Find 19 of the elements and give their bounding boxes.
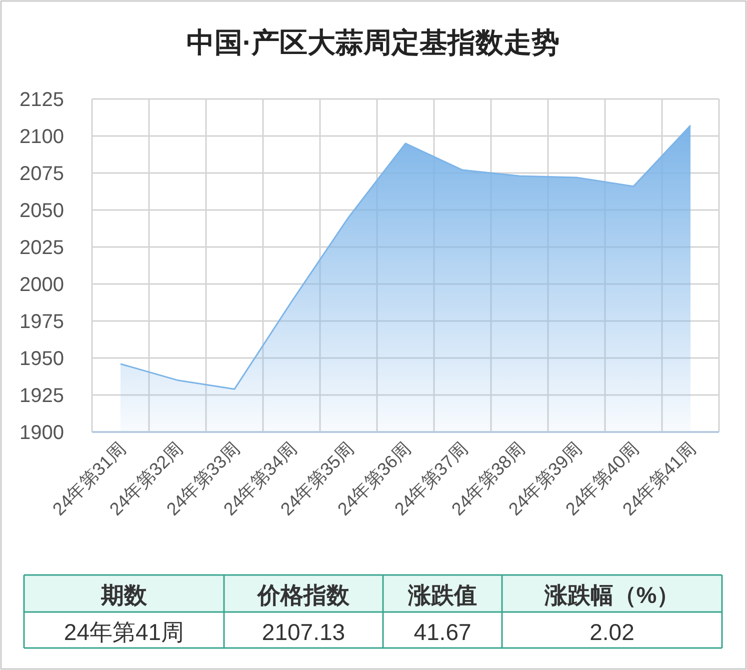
y-tick-label: 1900 bbox=[20, 422, 64, 444]
y-tick-label: 2050 bbox=[20, 200, 64, 222]
y-tick-label: 2000 bbox=[20, 274, 64, 296]
y-tick-label: 1975 bbox=[20, 311, 64, 333]
y-tick-label: 2025 bbox=[20, 237, 64, 259]
y-tick-label: 2075 bbox=[20, 163, 64, 185]
text: 价格指数 bbox=[256, 582, 350, 608]
chart-title: 中国·产区大蒜周定基指数走势 bbox=[186, 27, 560, 58]
text: 2107.13 bbox=[262, 619, 346, 645]
text: 涨跌幅（%） bbox=[543, 582, 680, 608]
text: 24年第41周 bbox=[64, 619, 184, 645]
text: 2.02 bbox=[590, 619, 634, 645]
y-tick-label: 2100 bbox=[20, 126, 64, 148]
y-tick-label: 1925 bbox=[20, 385, 64, 407]
text: 期数 bbox=[100, 582, 148, 608]
text: 涨跌值 bbox=[407, 582, 477, 608]
y-tick-label: 1950 bbox=[20, 348, 64, 370]
text: 41.67 bbox=[414, 619, 472, 645]
y-tick-label: 2125 bbox=[20, 89, 64, 111]
